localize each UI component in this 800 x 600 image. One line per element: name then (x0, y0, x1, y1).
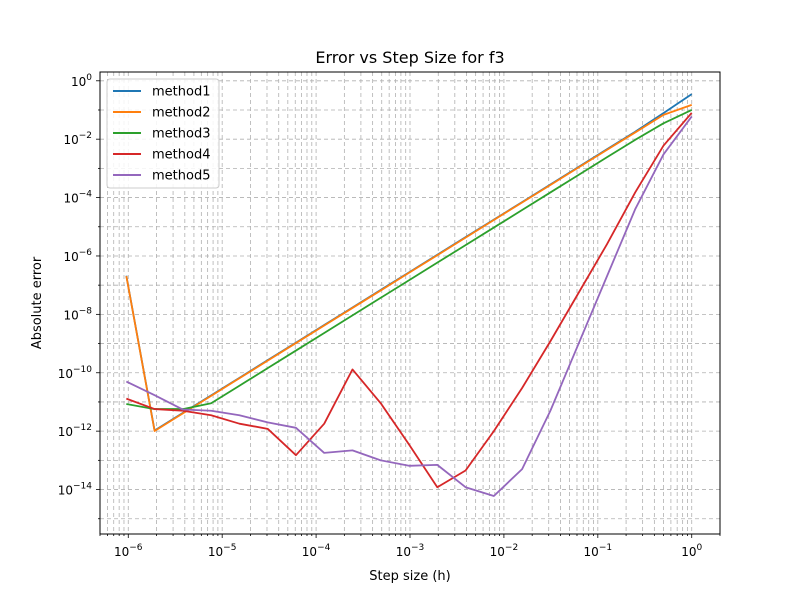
x-tick-labels: 10−6 10−5 10−4 10−3 10−2 10−1 100 (114, 543, 703, 559)
x-tick-label: 10−1 (584, 543, 613, 559)
series-line-method4 (126, 112, 693, 489)
y-tick-label-exponent: 0 (86, 73, 92, 83)
y-tick-label-exponent: −6 (79, 248, 93, 258)
tick-marks (96, 80, 721, 538)
series-line-method5 (125, 115, 693, 497)
legend-label-method1: method1 (152, 85, 210, 100)
x-tick-label-base: 10 (114, 545, 129, 559)
y-tick-label-exponent: −2 (79, 131, 92, 141)
legend-box (106, 78, 220, 189)
y-tick-label-base: 10 (58, 367, 73, 381)
x-tick-label-base: 10 (396, 545, 411, 559)
x-tick-label: 10−5 (208, 543, 237, 559)
y-tick-label: 10−14 (58, 482, 93, 498)
x-tick-label-exponent: −4 (317, 543, 331, 553)
y-tick-label: 10−4 (63, 190, 92, 206)
x-tick-label: 10−4 (302, 543, 331, 559)
x-tick-label-base: 10 (584, 545, 599, 559)
y-tick-label-base: 10 (63, 133, 78, 147)
y-tick-label-base: 10 (58, 425, 73, 439)
y-tick-label-exponent: −14 (73, 482, 92, 492)
y-tick-label-base: 10 (71, 75, 86, 89)
y-tick-label: 10−8 (63, 306, 92, 322)
y-tick-label-exponent: −8 (79, 306, 93, 316)
y-tick-label-base: 10 (63, 192, 78, 206)
y-tick-label: 10−6 (63, 248, 92, 264)
x-tick-label-exponent: −5 (223, 543, 236, 553)
x-tick-label-exponent: −1 (599, 543, 612, 553)
y-tick-label-base: 10 (58, 484, 73, 498)
y-tick-label-exponent: −4 (79, 190, 93, 200)
y-tick-label-exponent: −12 (73, 423, 92, 433)
x-tick-label-base: 10 (208, 545, 223, 559)
y-tick-label-base: 10 (63, 250, 78, 264)
series-line-method3 (126, 109, 693, 410)
x-tick-label: 10−6 (114, 543, 143, 559)
x-tick-label-exponent: 0 (697, 543, 703, 553)
x-tick-label-exponent: −2 (505, 543, 518, 553)
y-tick-label: 100 (71, 73, 92, 89)
legend: method1 method2 method3 method4 method5 (106, 78, 220, 189)
series-line-method2 (125, 103, 693, 432)
y-tick-label-exponent: −10 (73, 365, 92, 375)
legend-label-method5: method5 (152, 169, 210, 184)
y-tick-label: 10−2 (63, 131, 92, 147)
x-tick-label: 100 (681, 543, 702, 559)
x-tick-label: 10−2 (490, 543, 519, 559)
x-tick-label-base: 10 (681, 545, 696, 559)
y-tick-label: 10−12 (58, 423, 92, 439)
y-tick-label-base: 10 (63, 308, 78, 322)
legend-label-method4: method4 (152, 148, 210, 163)
x-tick-label-base: 10 (302, 545, 317, 559)
legend-label-method3: method3 (152, 127, 210, 142)
x-tick-label: 10−3 (396, 543, 425, 559)
x-tick-label-exponent: −6 (129, 543, 143, 553)
legend-label-method2: method2 (152, 106, 210, 121)
x-axis-label: Step size (h) (369, 569, 450, 584)
x-tick-label-base: 10 (490, 545, 505, 559)
y-tick-label: 10−10 (58, 365, 93, 381)
chart-title: Error vs Step Size for f3 (315, 48, 504, 67)
y-axis-label: Absolute error (30, 256, 45, 349)
series-group (125, 93, 693, 497)
x-tick-label-exponent: −3 (411, 543, 424, 553)
